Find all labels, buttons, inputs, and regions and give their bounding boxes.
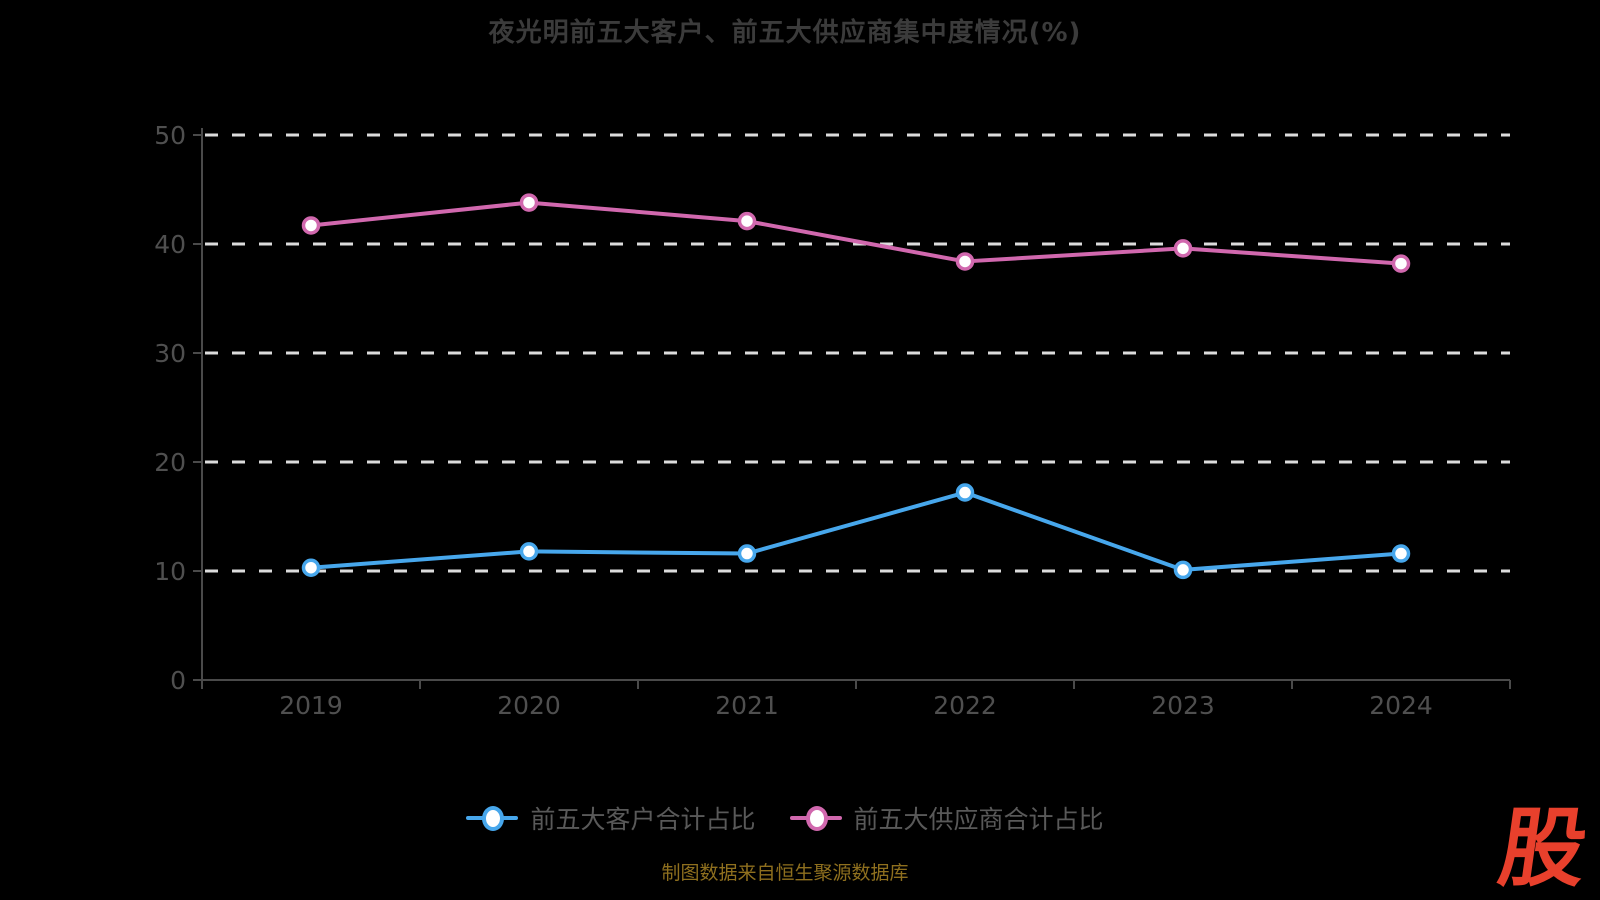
y-tick-label: 10 (154, 557, 186, 586)
stock-brand-logo: 股 (1492, 799, 1594, 899)
x-tick-label: 2023 (1151, 691, 1215, 720)
y-tick-label: 40 (154, 230, 186, 259)
legend-line-circle-icon (466, 805, 519, 831)
x-tick-label: 2020 (497, 691, 561, 720)
chart-title: 夜光明前五大客户、前五大供应商集中度情况(%) (488, 18, 1082, 48)
data-source-caption: 制图数据来自恒生聚源数据库 (661, 862, 909, 884)
data-point-marker (955, 483, 975, 502)
data-point-marker (1173, 560, 1193, 580)
data-point-marker (301, 558, 321, 577)
legend-entry-suppliers[interactable]: 前五大供应商合计占比 (789, 800, 1104, 836)
y-tick-label: 0 (170, 666, 186, 695)
data-point-marker (301, 216, 321, 235)
y-tick-label: 20 (154, 448, 186, 477)
data-point-marker (519, 542, 539, 561)
y-tick-label: 50 (154, 121, 186, 150)
data-point-marker (1173, 239, 1193, 258)
x-tick-label: 2024 (1369, 691, 1433, 720)
x-tick-label: 2022 (933, 691, 997, 720)
series-line (309, 200, 1403, 266)
data-point-marker (955, 252, 975, 271)
line-chart-plot-area: 0 10 20 30 40 50 2019 2020 2021 2022 2023 2024 (154, 121, 1511, 720)
data-point-marker (1391, 544, 1411, 563)
data-point-marker (737, 211, 757, 231)
legend-label-suppliers: 前五大供应商合计占比 (853, 805, 1104, 834)
data-point-marker (737, 544, 757, 563)
x-tick-label: 2021 (715, 691, 779, 720)
x-tick-label: 2019 (279, 691, 343, 720)
y-tick-label: 30 (154, 339, 186, 368)
series-line (309, 490, 1403, 572)
data-point-marker (519, 193, 539, 212)
legend: 前五大客户合计占比 前五大供应商合计占比 (0, 800, 1570, 836)
legend-line-circle-icon (789, 805, 842, 831)
legend-entry-customers[interactable]: 前五大客户合计占比 (466, 800, 756, 836)
data-point-marker (1391, 254, 1411, 273)
legend-label-customers: 前五大客户合计占比 (530, 805, 756, 834)
